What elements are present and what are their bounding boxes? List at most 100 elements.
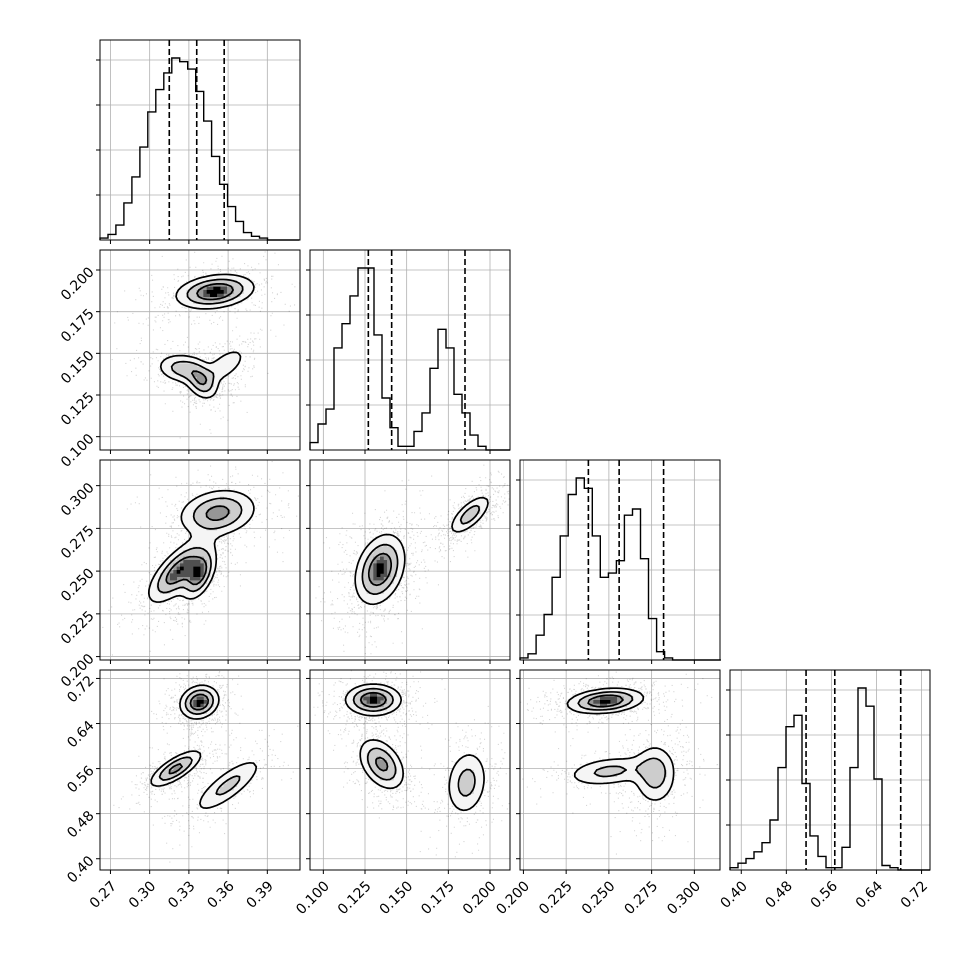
x-tick-label: 0.72 <box>898 878 931 911</box>
y-tick-label: 0.150 <box>58 348 98 388</box>
histogram-3 <box>729 670 930 871</box>
density-shade <box>593 696 618 708</box>
y-tick-label: 0.56 <box>64 763 97 796</box>
histogram-step <box>99 57 300 241</box>
density-shade <box>600 700 611 704</box>
y-tick-label: 0.48 <box>64 808 97 841</box>
x-tick-label: 0.40 <box>718 878 751 911</box>
y-tick-label: 0.300 <box>58 480 98 520</box>
density-shade <box>203 286 228 298</box>
contour-line <box>158 689 241 796</box>
panel-frame <box>519 669 721 871</box>
x-tick-label: 0.56 <box>808 878 841 911</box>
panel-frame <box>99 249 301 451</box>
contour-line <box>352 687 476 797</box>
x-tick-label: 0.200 <box>493 878 533 918</box>
density-shade <box>376 563 384 578</box>
contour-line <box>359 691 389 772</box>
contour-line <box>566 687 675 801</box>
histogram-step <box>309 267 510 451</box>
density-panel-3-0 <box>113 671 299 863</box>
contour-line <box>367 552 393 587</box>
x-tick-label: 0.125 <box>335 878 375 918</box>
x-tick-label: 0.39 <box>244 878 277 911</box>
x-tick-label: 0.100 <box>293 878 333 918</box>
density-shade <box>166 506 231 584</box>
contour-line <box>577 691 667 789</box>
density-shade <box>176 566 201 578</box>
panel-frame <box>99 459 301 661</box>
contour-line <box>361 504 481 595</box>
y-tick-label: 0.40 <box>64 853 97 886</box>
density-shade <box>150 490 254 604</box>
contour-line <box>168 693 210 775</box>
y-tick-label: 0.200 <box>58 264 98 304</box>
density-panel-1-0 <box>111 251 300 439</box>
density-shade <box>356 496 488 604</box>
y-tick-label: 0.175 <box>58 306 98 346</box>
x-tick-label: 0.36 <box>204 878 237 911</box>
density-shade <box>370 553 391 584</box>
x-tick-label: 0.200 <box>460 878 500 918</box>
panel-grid-2-1 <box>310 460 510 660</box>
contour-line <box>191 282 234 386</box>
contour-line <box>354 496 489 606</box>
x-tick-label: 0.250 <box>579 878 619 918</box>
panel-frame <box>99 39 301 241</box>
contour-line <box>344 683 485 812</box>
panel-frame <box>309 459 511 661</box>
histogram-1 <box>309 250 510 451</box>
panel-frame <box>309 249 511 451</box>
y-tick-label: 0.125 <box>58 389 98 429</box>
contour-line <box>165 505 230 586</box>
scatter-points <box>315 464 510 660</box>
x-tick-label: 0.27 <box>87 878 120 911</box>
panel-frame <box>519 459 721 661</box>
x-tick-label: 0.30 <box>126 878 159 911</box>
histogram-step <box>729 687 930 871</box>
y-tick-label: 0.225 <box>58 608 98 648</box>
density-shade <box>346 683 484 811</box>
panel-grid-3-3 <box>730 670 930 870</box>
density-panel-3-1 <box>313 670 510 858</box>
y-tick-label: 0.100 <box>58 431 98 471</box>
panel-grid-2-2 <box>520 460 720 660</box>
histogram-step <box>519 477 721 661</box>
contour-line <box>157 497 243 594</box>
contour-line <box>147 489 255 603</box>
x-tick-label: 0.48 <box>763 878 796 911</box>
density-shade <box>206 286 224 298</box>
density-shade <box>580 693 668 788</box>
density-panel-2-1 <box>315 464 510 660</box>
x-tick-label: 0.175 <box>418 878 458 918</box>
panel-grid-0-0 <box>100 40 300 240</box>
y-tick-label: 0.64 <box>64 718 97 751</box>
contour-line <box>170 278 244 393</box>
x-tick-label: 0.300 <box>664 878 704 918</box>
density-shade <box>370 696 378 704</box>
density-shade <box>360 693 388 771</box>
panel-frame <box>309 669 511 871</box>
panel-frame <box>99 669 301 871</box>
density-shade <box>566 686 674 801</box>
x-tick-label: 0.150 <box>377 878 417 918</box>
contour-line <box>150 684 258 809</box>
contour-line <box>587 694 624 708</box>
density-shade <box>196 700 204 708</box>
density-panel-3-2 <box>520 670 720 855</box>
density-panel-2-0 <box>102 461 299 656</box>
density-shade <box>156 496 241 594</box>
y-tick-label: 0.250 <box>58 565 98 605</box>
density-shade <box>173 280 244 391</box>
density-shade <box>363 693 384 704</box>
density-shade <box>170 560 204 581</box>
x-tick-label: 0.33 <box>165 878 198 911</box>
contour-line <box>159 273 255 399</box>
panel-grid-1-1 <box>310 250 510 450</box>
x-tick-label: 0.64 <box>853 878 886 911</box>
axis-ticks <box>96 59 923 874</box>
panel-frame <box>729 669 931 871</box>
histogram-2 <box>519 460 721 661</box>
x-tick-label: 0.275 <box>622 878 662 918</box>
